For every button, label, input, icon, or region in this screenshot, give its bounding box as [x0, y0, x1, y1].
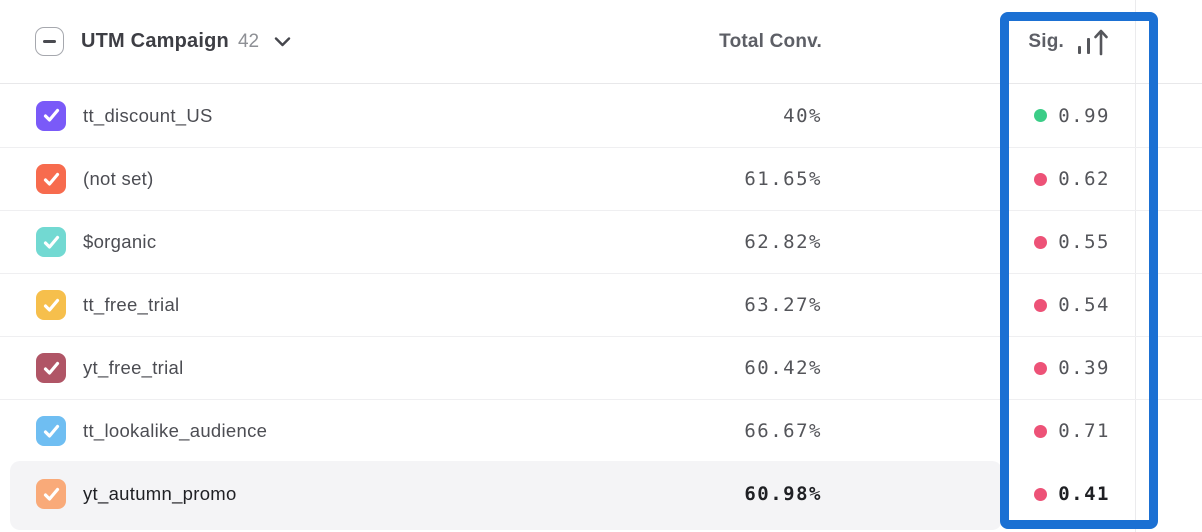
- row-checkbox[interactable]: [36, 227, 66, 257]
- total-conv-value: 60.42%: [744, 357, 822, 379]
- sig-cell: 0.41: [1034, 483, 1110, 505]
- sig-cell: 0.54: [1034, 294, 1110, 316]
- sig-value: 0.71: [1058, 420, 1110, 442]
- campaign-column-title: UTM Campaign: [81, 30, 229, 52]
- row-checkbox[interactable]: [36, 353, 66, 383]
- total-conv-value: 61.65%: [744, 168, 822, 190]
- sig-value: 0.55: [1058, 231, 1110, 253]
- sig-status-dot: [1034, 361, 1048, 375]
- table-row[interactable]: tt_free_trial 63.27% 0.54: [0, 273, 1202, 336]
- table-row[interactable]: tt_lookalike_audience 66.67% 0.71: [0, 399, 1202, 462]
- campaign-label: (not set): [83, 168, 154, 189]
- checkmark-icon: [42, 233, 61, 252]
- row-checkbox[interactable]: [36, 164, 66, 194]
- sig-cell: 0.55: [1034, 231, 1110, 253]
- campaign-column-header: UTM Campaign 42: [35, 0, 291, 83]
- table-header: UTM Campaign 42 Total Conv. Sig.: [0, 0, 1202, 84]
- chevron-down-icon[interactable]: [274, 36, 291, 47]
- sort-ascending-icon[interactable]: [1074, 27, 1110, 57]
- campaign-label: tt_discount_US: [83, 104, 213, 126]
- row-checkbox[interactable]: [36, 100, 66, 131]
- campaign-label: yt_free_trial: [83, 357, 184, 378]
- campaign-count: 42: [237, 30, 260, 52]
- checkmark-icon: [42, 422, 61, 441]
- checkmark-icon: [42, 106, 61, 125]
- row-checkbox[interactable]: [36, 290, 66, 320]
- campaign-label: tt_free_trial: [83, 294, 180, 315]
- column-divider: [1135, 0, 1136, 532]
- sig-value: 0.62: [1058, 168, 1110, 190]
- table-body: tt_discount_US 40% 0.99 (not set) 61.65%…: [0, 84, 1202, 530]
- table-row[interactable]: tt_discount_US 40% 0.99: [0, 84, 1202, 147]
- total-conv-value: 66.67%: [744, 420, 822, 442]
- sig-column-header[interactable]: Sig.: [1028, 27, 1110, 57]
- table-row[interactable]: yt_free_trial 60.42% 0.39: [0, 336, 1202, 399]
- collapse-button[interactable]: [35, 27, 64, 56]
- sig-value: 0.39: [1058, 357, 1110, 379]
- sig-value: 0.99: [1058, 104, 1110, 127]
- sig-cell: 0.62: [1034, 168, 1110, 190]
- total-conv-value: 62.82%: [744, 231, 822, 253]
- sig-status-dot: [1034, 424, 1048, 438]
- checkmark-icon: [42, 485, 61, 504]
- table-row[interactable]: $organic 62.82% 0.55: [0, 210, 1202, 273]
- total-conv-value: 60.98%: [744, 483, 822, 505]
- table-row[interactable]: yt_autumn_promo 60.98% 0.41: [0, 461, 1202, 530]
- campaign-label: yt_autumn_promo: [83, 483, 237, 504]
- sig-status-dot: [1034, 109, 1048, 122]
- sig-status-dot: [1034, 487, 1048, 501]
- total-conv-value: 40%: [783, 104, 822, 127]
- campaign-label: tt_lookalike_audience: [83, 420, 268, 441]
- sig-cell: 0.39: [1034, 357, 1110, 379]
- sig-value: 0.41: [1058, 483, 1110, 505]
- row-checkbox[interactable]: [36, 479, 66, 509]
- checkmark-icon: [42, 170, 61, 189]
- checkmark-icon: [42, 296, 61, 315]
- row-checkbox[interactable]: [36, 416, 66, 446]
- minus-icon: [43, 40, 56, 43]
- sig-column-title: Sig.: [1028, 30, 1064, 52]
- sig-value: 0.54: [1058, 294, 1110, 316]
- sig-cell: 0.99: [1034, 105, 1110, 127]
- table-row[interactable]: (not set) 61.65% 0.62: [0, 147, 1202, 210]
- sig-status-dot: [1034, 172, 1048, 186]
- total-conv-value: 63.27%: [744, 294, 822, 316]
- campaign-label: $organic: [83, 231, 157, 252]
- sig-status-dot: [1034, 298, 1048, 312]
- checkmark-icon: [42, 359, 61, 378]
- total-conv-column-header[interactable]: Total Conv.: [719, 30, 822, 52]
- sig-status-dot: [1034, 235, 1048, 249]
- sig-cell: 0.71: [1034, 420, 1110, 442]
